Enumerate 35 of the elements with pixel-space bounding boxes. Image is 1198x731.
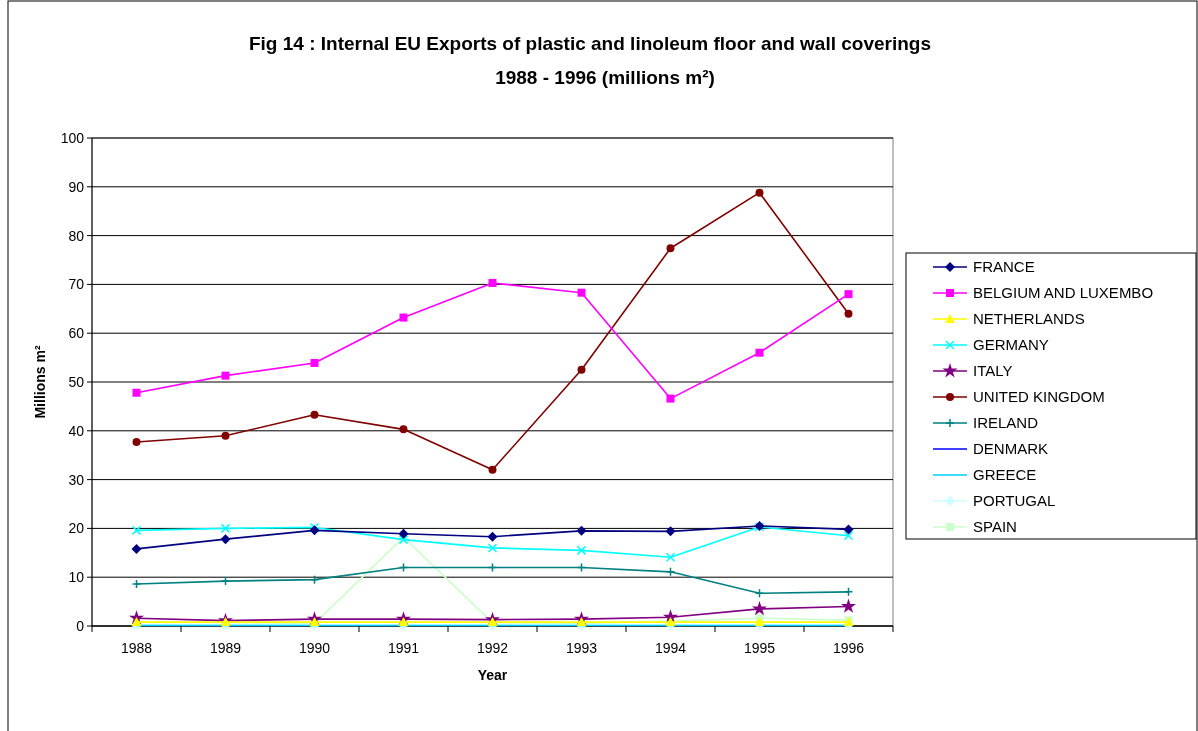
y-tick-label: 100 (60, 129, 85, 146)
y-tick-label: 50 (68, 373, 85, 390)
x-tick-label: 1990 (298, 640, 331, 656)
y-tick-label: 60 (68, 325, 85, 342)
chart-subtitle: 1988 - 1996 (millions m²) (495, 67, 715, 88)
legend-label: PORTUGAL (973, 492, 1056, 510)
legend-label: UNITED KINGDOM (973, 388, 1105, 406)
legend-label: ITALY (973, 362, 1013, 380)
x-tick-label: 1993 (565, 640, 598, 656)
legend-label: GREECE (973, 466, 1037, 484)
x-tick-label: 1988 (120, 640, 153, 656)
y-tick-label: 0 (76, 617, 85, 634)
legend-label: SPAIN (973, 518, 1017, 536)
x-tick-label: 1996 (832, 640, 865, 656)
x-tick-label: 1991 (387, 640, 420, 656)
legend-label: GERMANY (973, 336, 1049, 354)
legend-label: NETHERLANDS (973, 310, 1085, 328)
y-tick-label: 20 (68, 520, 85, 537)
legend-label: DENMARK (973, 440, 1049, 458)
y-tick-label: 40 (68, 422, 85, 439)
y-axis-title: Millions m² (32, 345, 48, 419)
y-tick-label: 10 (68, 569, 85, 586)
x-tick-label: 1994 (654, 640, 687, 656)
y-tick-label: 80 (68, 227, 85, 244)
legend-label: IRELAND (973, 414, 1039, 432)
x-tick-label: 1989 (209, 640, 242, 656)
y-tick-label: 30 (68, 471, 85, 488)
y-tick-label: 90 (68, 178, 85, 195)
chart-title: Fig 14 : Internal EU Exports of plastic and linoleum floor and wall coverings (248, 33, 932, 54)
legend-label: BELGIUM AND LUXEMBO (973, 284, 1154, 302)
x-axis-title: Year (477, 667, 508, 683)
x-tick-label: 1995 (743, 640, 776, 656)
legend-label: FRANCE (973, 258, 1035, 276)
x-tick-label: 1992 (476, 640, 509, 656)
y-tick-label: 70 (68, 276, 85, 293)
